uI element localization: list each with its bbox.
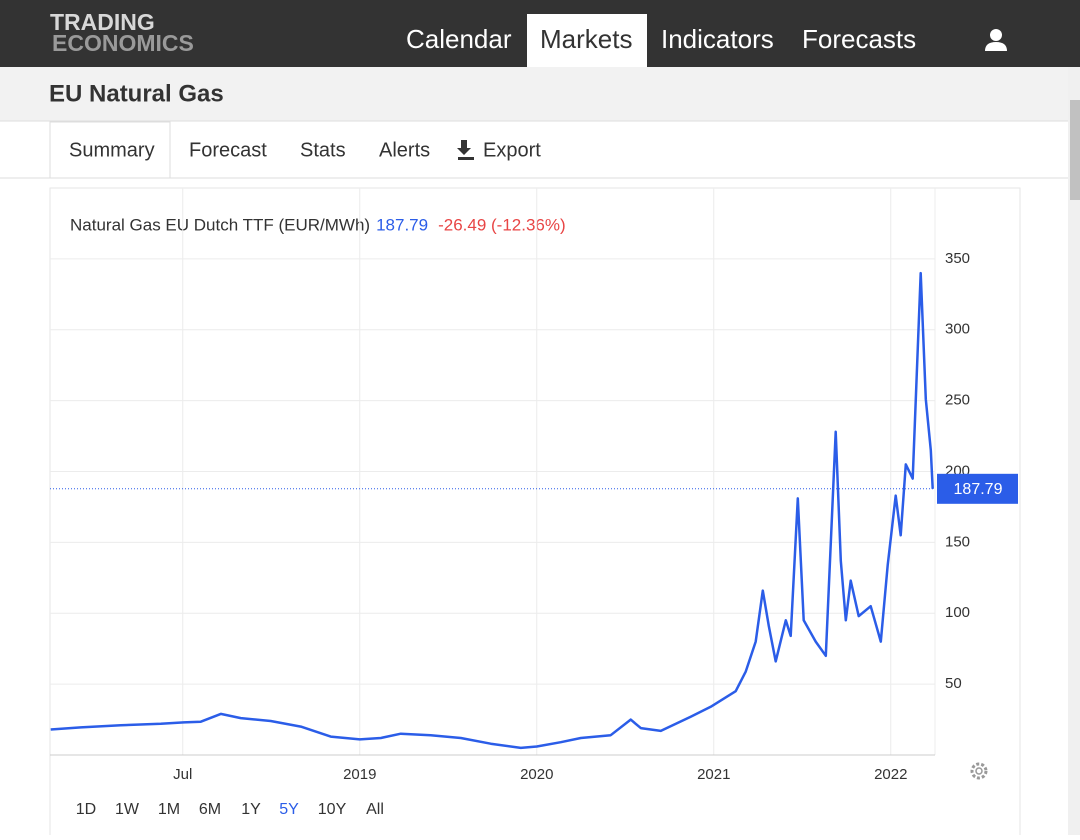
price-tag (937, 473, 1018, 504)
scrollbar[interactable] (1068, 67, 1080, 835)
tab-active-border (49, 121, 171, 178)
tab[interactable]: Summary (69, 139, 155, 161)
x-tick-label: 2020 (520, 766, 553, 783)
tab[interactable]: Forecast (189, 139, 267, 161)
tab[interactable]: Export (483, 139, 541, 161)
x-tick-label: 2022 (874, 766, 907, 783)
y-tick-label: 250 (945, 392, 970, 409)
nav-item[interactable]: Forecasts (802, 24, 916, 54)
range-button[interactable]: 6M (199, 801, 221, 818)
y-tick-label: 150 (945, 533, 970, 550)
title-bar (0, 67, 1068, 121)
gear-icon[interactable] (970, 762, 988, 780)
price-tag-label: 187.79 (954, 481, 1003, 498)
nav-item[interactable]: Calendar (406, 24, 512, 54)
chart-title: Natural Gas EU Dutch TTF (EUR/MWh) (70, 215, 370, 234)
range-button[interactable]: 10Y (318, 801, 347, 818)
x-tick-label: Jul (173, 766, 192, 783)
price-line (50, 271, 934, 750)
nav-item[interactable]: Markets (540, 24, 632, 54)
export-icon[interactable] (457, 140, 474, 160)
range-button[interactable]: 1Y (241, 801, 261, 818)
range-button[interactable]: 5Y (279, 801, 299, 818)
logo-top[interactable]: TRADING (50, 9, 155, 35)
change: -26.49 (-12.36%) (438, 215, 566, 234)
y-tick-label: 100 (945, 604, 970, 621)
range-button[interactable]: All (366, 801, 384, 818)
tab[interactable]: Stats (300, 139, 346, 161)
range-button[interactable]: 1W (115, 801, 140, 818)
x-tick-label: 2021 (697, 766, 730, 783)
y-tick-label: 300 (945, 321, 970, 338)
y-tick-label: 50 (945, 675, 962, 692)
last-value: 187.79 (376, 215, 428, 234)
x-tick-label: 2019 (343, 766, 376, 783)
tab[interactable]: Alerts (379, 139, 430, 161)
chart-box (49, 187, 1021, 839)
nav-active-bg (527, 14, 647, 67)
range-button[interactable]: 1M (158, 801, 180, 818)
scrollbar-thumb[interactable] (1070, 100, 1080, 200)
page-title: EU Natural Gas (49, 80, 224, 107)
range-button[interactable]: 1D (76, 801, 96, 818)
nav-item[interactable]: Indicators (661, 24, 774, 54)
user-icon[interactable] (985, 29, 1007, 51)
logo-bottom[interactable]: ECONOMICS (52, 30, 194, 56)
y-tick-label: 350 (945, 250, 970, 267)
